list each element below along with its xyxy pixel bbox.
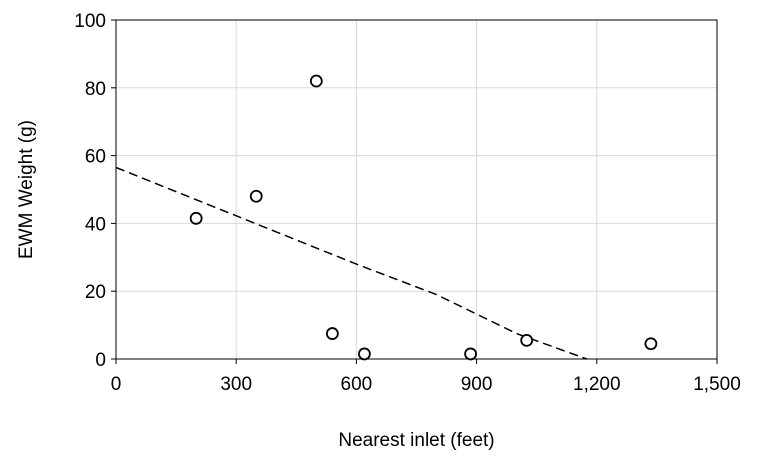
axis-ticks: 0 300 600 900 1,200 1,500 0 20 40 60 80 100 <box>74 11 740 395</box>
data-point <box>325 327 339 340</box>
x-tick-label: 0 <box>111 374 122 395</box>
x-axis-title: Nearest inlet (feet) <box>338 430 494 451</box>
data-point <box>309 74 323 88</box>
data-point <box>644 337 658 351</box>
data-point <box>189 211 203 225</box>
y-tick-label: 80 <box>85 79 106 100</box>
data-point <box>358 347 371 361</box>
data-points <box>189 74 658 361</box>
trendline-layer <box>115 166 588 360</box>
x-tick-label: 300 <box>220 374 252 395</box>
data-point <box>249 189 263 203</box>
data-point <box>464 347 477 361</box>
x-tick-label: 600 <box>341 374 373 395</box>
plot-area-border <box>115 19 718 360</box>
y-tick-label: 40 <box>85 214 106 235</box>
x-tick-label: 900 <box>461 374 493 395</box>
y-axis-title: EWM Weight (g) <box>16 120 37 259</box>
y-tick-label: 20 <box>85 282 106 303</box>
trendline <box>115 166 588 360</box>
y-tick-label: 0 <box>95 350 106 371</box>
data-point <box>520 333 534 347</box>
y-tick-label: 60 <box>85 147 106 168</box>
x-tick-label: 1,500 <box>693 374 741 395</box>
x-tick-label: 1,200 <box>573 374 621 395</box>
y-tick-label: 100 <box>74 11 106 32</box>
gridlines <box>116 20 717 359</box>
